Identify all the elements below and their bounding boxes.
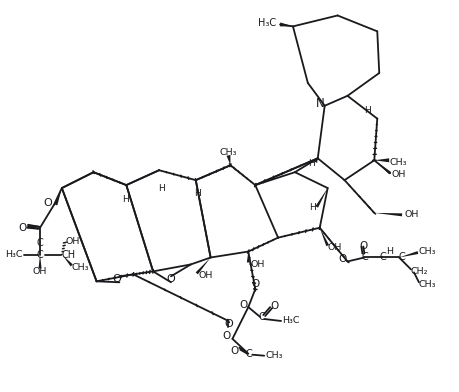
Text: OH: OH [328,243,342,252]
Text: O: O [167,274,175,284]
Text: CH₂: CH₂ [411,267,429,276]
Text: C: C [246,349,253,359]
Text: OH: OH [391,170,406,179]
Text: OH: OH [33,267,47,276]
Text: H₃C: H₃C [258,18,276,28]
Text: H₃C: H₃C [282,316,300,325]
Polygon shape [63,256,73,267]
Text: C: C [362,252,369,261]
Text: OH: OH [199,271,213,280]
Polygon shape [320,228,329,246]
Text: O: O [359,241,368,250]
Text: H: H [386,247,392,256]
Text: OH: OH [66,237,80,246]
Polygon shape [227,155,230,165]
Text: CH₃: CH₃ [419,247,437,256]
Polygon shape [39,254,41,269]
Polygon shape [374,158,389,162]
Text: O: O [251,279,259,289]
Text: CH₃: CH₃ [419,280,437,289]
Text: CH: CH [62,250,76,260]
Polygon shape [374,213,402,216]
Text: OH: OH [250,260,265,269]
Text: O: O [112,274,121,284]
Text: O: O [222,331,230,341]
Polygon shape [314,158,318,163]
Polygon shape [55,188,62,205]
Text: O: O [338,254,347,265]
Text: CH₃: CH₃ [72,263,89,272]
Polygon shape [315,188,328,208]
Text: C: C [259,312,266,322]
Text: H: H [194,189,201,198]
Text: C: C [37,238,44,248]
Text: CH₃: CH₃ [220,148,237,157]
Text: C: C [37,250,44,260]
Text: O: O [270,301,279,311]
Polygon shape [247,252,250,263]
Text: H: H [309,203,316,212]
Polygon shape [374,160,391,174]
Text: H: H [308,159,315,168]
Text: CH₃: CH₃ [265,351,283,360]
Polygon shape [280,22,293,26]
Text: O: O [43,198,52,208]
Text: H₃C: H₃C [5,250,22,259]
Text: N: N [316,97,325,110]
Text: C: C [380,252,386,263]
Text: O: O [230,346,238,356]
Text: OH: OH [404,211,419,220]
Text: O: O [18,223,26,233]
Text: C: C [399,252,405,263]
Text: O: O [224,319,233,329]
Polygon shape [399,251,418,258]
Text: H: H [123,196,129,205]
Text: O: O [239,300,247,310]
Polygon shape [196,258,211,274]
Text: CH₃: CH₃ [389,158,407,167]
Text: H: H [364,106,371,115]
Text: H: H [157,183,164,192]
